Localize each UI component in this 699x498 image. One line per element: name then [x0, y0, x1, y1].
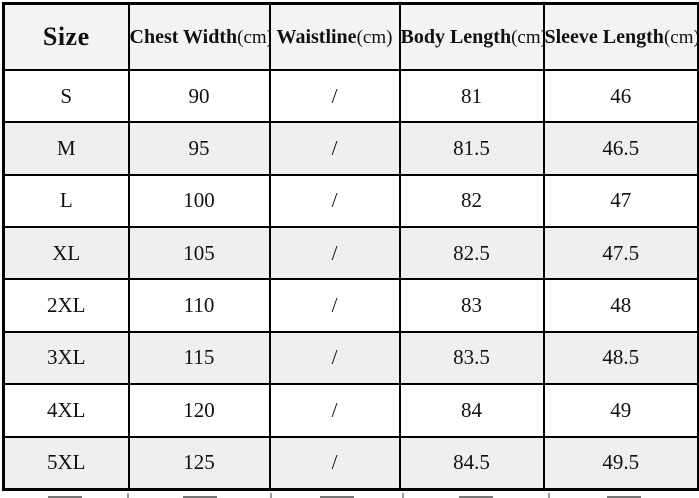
column-unit: (cm): [511, 26, 544, 48]
size-cell: L: [2, 173, 130, 229]
sleeve-length-cell: 49.5: [542, 435, 699, 491]
body-length-cell: 81.5: [398, 121, 545, 176]
chest-width-cell: 115: [127, 330, 271, 386]
sleeve-length-cell: 47: [542, 173, 699, 229]
sleeve-length-cell: 47.5: [542, 226, 699, 281]
cutoff-cell: [550, 493, 697, 498]
header-cell-chest-width: Chest Width(cm): [127, 2, 271, 71]
sleeve-length-cell: 48: [542, 278, 699, 333]
waistline-cell: /: [268, 121, 401, 176]
waistline-cell: /: [268, 68, 401, 124]
column-label: Body Length: [400, 25, 512, 48]
chest-width-cell: 125: [127, 435, 271, 491]
body-length-cell: 83.5: [398, 330, 545, 386]
cutoff-next-row: [2, 493, 697, 498]
table-row-2xl: 2XL 110 / 83 48: [2, 278, 699, 333]
table-row-s: S 90 / 81 46: [2, 68, 699, 124]
chest-width-cell: 110: [127, 278, 271, 333]
size-cell: XL: [2, 226, 130, 281]
header-cell-body-length: Body Length(cm): [398, 2, 545, 71]
chest-width-cell: 105: [127, 226, 271, 281]
cutoff-cell: [404, 493, 550, 498]
size-cell: M: [2, 121, 130, 176]
header-cell-size: Size: [2, 2, 130, 71]
column-unit: (cm): [663, 26, 699, 48]
table-row-xl: XL 105 / 82.5 47.5: [2, 226, 699, 281]
waistline-cell: /: [268, 278, 401, 333]
size-cell: 5XL: [2, 435, 130, 491]
column-label: Chest Width: [129, 25, 238, 48]
body-length-cell: 83: [398, 278, 545, 333]
waistline-cell: /: [268, 173, 401, 229]
sleeve-length-cell: 46.5: [542, 121, 699, 176]
body-length-cell: 84.5: [398, 435, 545, 491]
size-cell: 2XL: [2, 278, 130, 333]
cutoff-cell: [272, 493, 404, 498]
table-row-4xl: 4XL 120 / 84 49: [2, 383, 699, 438]
waistline-cell: /: [268, 383, 401, 438]
cutoff-cell: [2, 493, 129, 498]
chest-width-cell: 100: [127, 173, 271, 229]
body-length-cell: 82.5: [398, 226, 545, 281]
waistline-cell: /: [268, 435, 401, 491]
body-length-cell: 84: [398, 383, 545, 438]
header-cell-waistline: Waistline(cm): [268, 2, 401, 71]
header-row: Size Chest Width(cm) Waistline(cm) Body …: [2, 2, 699, 71]
column-label: Size: [42, 22, 90, 51]
chest-width-cell: 90: [127, 68, 271, 124]
table-row-l: L 100 / 82 47: [2, 173, 699, 229]
waistline-cell: /: [268, 330, 401, 386]
table-row-5xl: 5XL 125 / 84.5 49.5: [2, 435, 699, 491]
size-cell: 4XL: [2, 383, 130, 438]
column-unit: (cm): [237, 26, 270, 48]
body-length-cell: 81: [398, 68, 545, 124]
body-length-cell: 82: [398, 173, 545, 229]
waistline-cell: /: [268, 226, 401, 281]
chest-width-cell: 120: [127, 383, 271, 438]
column-label: Waistline: [276, 25, 357, 48]
table-row-m: M 95 / 81.5 46.5: [2, 121, 699, 176]
sleeve-length-cell: 49: [542, 383, 699, 438]
size-chart-table: Size Chest Width(cm) Waistline(cm) Body …: [2, 2, 699, 491]
table-row-3xl: 3XL 115 / 83.5 48.5: [2, 330, 699, 386]
chest-width-cell: 95: [127, 121, 271, 176]
column-label: Sleeve Length: [544, 25, 664, 48]
column-unit: (cm): [356, 26, 393, 48]
sleeve-length-cell: 48.5: [542, 330, 699, 386]
size-cell: 3XL: [2, 330, 130, 386]
sleeve-length-cell: 46: [542, 68, 699, 124]
size-cell: S: [2, 68, 130, 124]
header-cell-sleeve-length: Sleeve Length(cm): [542, 2, 699, 71]
cutoff-cell: [129, 493, 272, 498]
